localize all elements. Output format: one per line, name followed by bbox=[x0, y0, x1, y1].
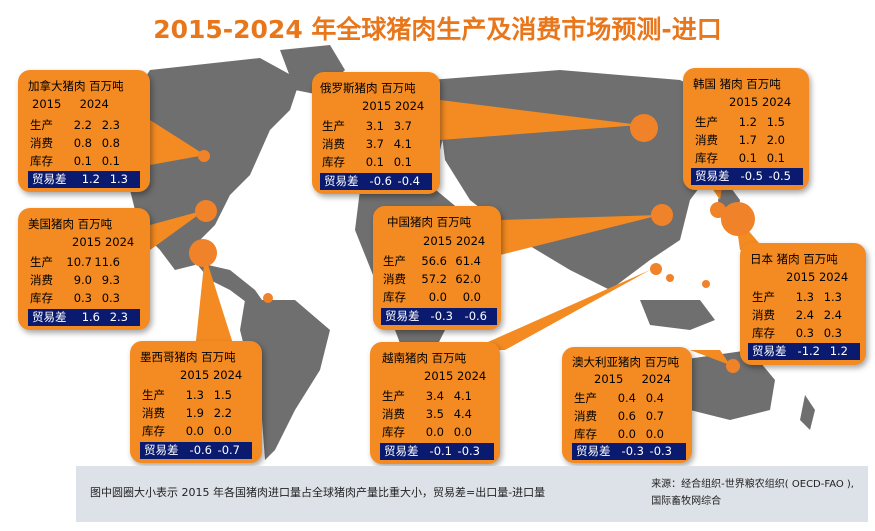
row-consume: 消费 3.7 4.1 bbox=[322, 137, 412, 151]
card-years: 2015 2024 bbox=[362, 99, 425, 113]
card-years: 2015 2024 bbox=[729, 95, 792, 109]
row-consume: 消费 3.5 4.4 bbox=[382, 407, 472, 421]
pointer-russia bbox=[440, 100, 640, 140]
row-consume: 消费 1.7 2.0 bbox=[695, 133, 785, 147]
row-produce: 生产 1.3 1.3 bbox=[752, 290, 842, 304]
card-years: 2015 2024 bbox=[180, 368, 243, 382]
row-trade: 贸易差 -1.2 1.2 bbox=[748, 343, 860, 360]
bubble-mexico bbox=[189, 239, 217, 267]
card-vietnam: 越南猪肉 百万吨 2015 2024 生产 3.4 4.1 消费 3.5 4.4 库存 0… bbox=[370, 342, 500, 464]
card-title: 越南猪肉 百万吨 bbox=[382, 351, 467, 365]
card-years: 2015 2024 bbox=[32, 97, 109, 111]
landmass-australia bbox=[670, 350, 775, 420]
card-korea: 韩国 猪肉 百万吨 2015 2024 生产 1.2 1.5 消费 1.7 2.0 库存… bbox=[683, 68, 809, 190]
page-title: 2015-2024 年全球猪肉生产及消费市场预测-进口 bbox=[153, 15, 722, 44]
pointer-usa bbox=[150, 210, 205, 250]
bubble-russia bbox=[630, 114, 658, 142]
row-produce: 生产 10.7 11.6 bbox=[30, 255, 120, 269]
card-years: 2015 2024 bbox=[594, 372, 671, 386]
row-stock: 库存 0.0 0.0 bbox=[142, 424, 232, 438]
landmass-se-asia-islands bbox=[640, 300, 715, 330]
source-line-1: 来源：经合组织-世界粮农组织( OECD-FAO ), bbox=[651, 479, 854, 490]
row-consume: 消费 0.6 0.7 bbox=[574, 409, 664, 423]
pointer-canada bbox=[150, 120, 205, 165]
source-line-2: 国际畜牧网综合 bbox=[651, 496, 722, 507]
card-japan: 日本 猪肉 百万吨 2015 2024 生产 1.3 1.3 消费 2.4 2.4 库存… bbox=[740, 243, 866, 365]
landmass-south-america bbox=[240, 300, 330, 460]
card-russia: 俄罗斯猪肉 百万吨 2015 2024 生产 3.1 3.7 消费 3.7 4.1 库存… bbox=[312, 72, 440, 194]
card-years: 2015 2024 bbox=[72, 235, 135, 249]
card-years: 2015 2024 bbox=[786, 270, 849, 284]
landmass-north-america bbox=[120, 58, 300, 270]
bubble-se-asia bbox=[666, 274, 674, 282]
row-trade: 贸易差 -0.6 -0.4 bbox=[320, 173, 432, 190]
row-trade: 贸易差 -0.3 -0.3 bbox=[572, 443, 686, 460]
footer-note-box: 图中圆圈大小表示 2015 年各国猪肉进口量占全球猪肉产量比重大小，贸易差=出口… bbox=[76, 466, 868, 522]
row-consume: 消费 0.8 0.8 bbox=[30, 136, 120, 150]
card-title: 墨西哥猪肉 百万吨 bbox=[140, 350, 236, 364]
row-stock: 库存 0.0 0.0 bbox=[383, 290, 481, 304]
row-consume: 消费 2.4 2.4 bbox=[752, 308, 842, 322]
row-consume: 消费 57.2 62.0 bbox=[383, 272, 481, 286]
row-trade: 贸易差 -0.1 -0.3 bbox=[380, 443, 494, 460]
bubble-australia bbox=[726, 359, 740, 373]
row-produce: 生产 0.4 0.4 bbox=[574, 391, 664, 405]
card-title: 澳大利亚猪肉 百万吨 bbox=[572, 355, 680, 369]
row-produce: 生产 1.2 1.5 bbox=[695, 115, 785, 129]
row-trade: 贸易差 -0.6 -0.7 bbox=[140, 442, 252, 459]
row-trade: 贸易差 1.6 2.3 bbox=[28, 309, 140, 326]
card-usa: 美国猪肉 百万吨 2015 2024 生产 10.7 11.6 消费 9.0 9.3 库… bbox=[18, 208, 150, 330]
row-stock: 库存 0.1 0.1 bbox=[695, 151, 785, 165]
row-produce: 生产 2.2 2.3 bbox=[30, 118, 120, 132]
card-canada: 加拿大猪肉 百万吨 2015 2024 生产 2.2 2.3 消费 0.8 0.8 库存… bbox=[18, 70, 150, 192]
card-mexico: 墨西哥猪肉 百万吨 2015 2024 生产 1.3 1.5 消费 1.9 2.2 库存… bbox=[130, 341, 262, 463]
card-title: 加拿大猪肉 百万吨 bbox=[28, 79, 124, 93]
row-stock: 库存 0.1 0.1 bbox=[30, 154, 120, 168]
row-produce: 生产 3.1 3.7 bbox=[322, 119, 412, 133]
card-title: 美国猪肉 百万吨 bbox=[28, 217, 113, 231]
footer-note: 图中圆圈大小表示 2015 年各国猪肉进口量占全球猪肉产量比重大小，贸易差=出口… bbox=[90, 486, 546, 499]
bubble-vietnam bbox=[650, 263, 662, 275]
card-australia: 澳大利亚猪肉 百万吨 2015 2024 生产 0.4 0.4 消费 0.6 0.7 库… bbox=[562, 347, 692, 463]
card-years: 2015 2024 bbox=[424, 369, 487, 383]
bubble-usa bbox=[195, 200, 217, 222]
card-title: 韩国 猪肉 百万吨 bbox=[693, 77, 781, 91]
card-title: 俄罗斯猪肉 百万吨 bbox=[320, 81, 416, 95]
bubble-canada bbox=[198, 150, 210, 162]
bubble-philippines bbox=[702, 280, 710, 288]
bubble-south-america bbox=[263, 293, 273, 303]
row-stock: 库存 0.0 0.0 bbox=[382, 425, 472, 439]
pointer-mexico bbox=[195, 255, 235, 350]
row-trade: 贸易差 1.2 1.3 bbox=[28, 171, 140, 188]
pointer-vietnam bbox=[470, 270, 650, 350]
row-stock: 库存 0.3 0.3 bbox=[752, 326, 842, 340]
landmass-central-america bbox=[195, 262, 262, 305]
row-trade: 贸易差 -0.3 -0.6 bbox=[381, 308, 497, 325]
row-consume: 消费 1.9 2.2 bbox=[142, 406, 232, 420]
card-title: 日本 猪肉 百万吨 bbox=[750, 252, 838, 266]
pointer-australia bbox=[690, 350, 730, 365]
row-consume: 消费 9.0 9.3 bbox=[30, 273, 120, 287]
landmass-new-zealand bbox=[800, 395, 815, 430]
row-produce: 生产 1.3 1.5 bbox=[142, 388, 232, 402]
row-produce: 生产 56.6 61.4 bbox=[383, 254, 481, 268]
row-produce: 生产 3.4 4.1 bbox=[382, 389, 472, 403]
card-title: 中国猪肉 百万吨 bbox=[387, 215, 472, 229]
bubble-japan bbox=[721, 202, 755, 236]
row-stock: 库存 0.1 0.1 bbox=[322, 155, 412, 169]
row-stock: 库存 0.3 0.3 bbox=[30, 291, 120, 305]
row-stock: 库存 0.0 0.0 bbox=[574, 427, 664, 441]
source-credit: 来源：经合组织-世界粮农组织( OECD-FAO ), 国际畜牧网综合 bbox=[651, 476, 854, 510]
bubble-china bbox=[651, 204, 673, 226]
pointer-china bbox=[500, 215, 660, 255]
row-trade: 贸易差 -0.5 -0.5 bbox=[691, 168, 803, 185]
card-china: 中国猪肉 百万吨 2015 2024 生产 56.6 61.4 消费 57.2 62.0… bbox=[373, 206, 501, 330]
card-years: 2015 2024 bbox=[423, 234, 486, 248]
